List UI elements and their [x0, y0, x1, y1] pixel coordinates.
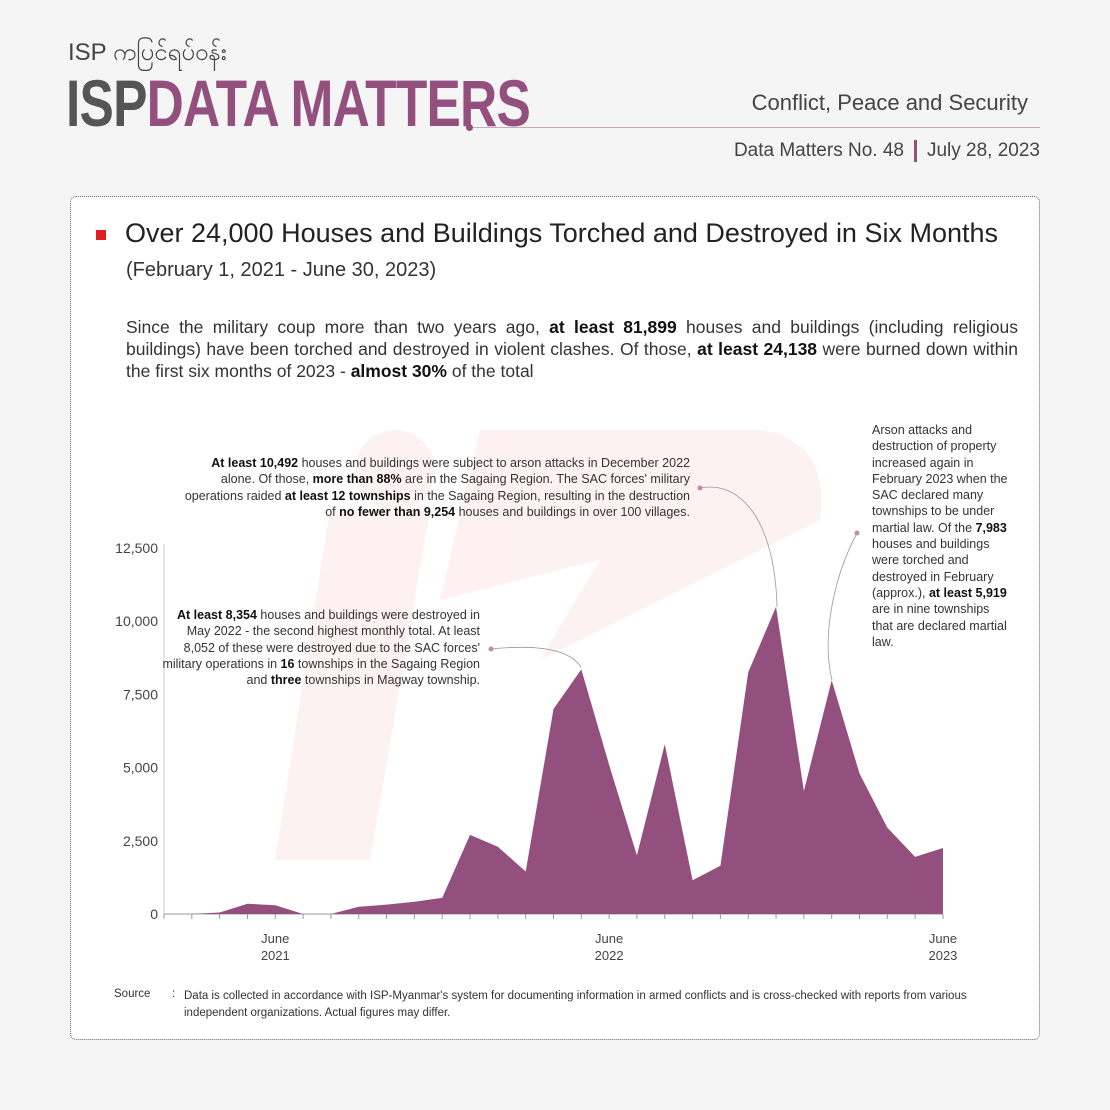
emphasis-text: at least 81,899	[549, 317, 677, 337]
callout-dot-feb2023	[854, 530, 860, 536]
text-segment: townships in Magway township.	[301, 673, 480, 688]
text-segment: houses and buildings were subject to ars…	[220, 456, 690, 487]
x-tick-label-month: June	[929, 931, 957, 946]
source-label: Source	[114, 988, 151, 1000]
header-dot	[466, 124, 473, 131]
y-tick-label: 5,000	[123, 760, 158, 776]
callout-dot-may2022	[488, 646, 494, 652]
text-segment: Since the military coup more than two ye…	[126, 317, 550, 337]
separator	[913, 140, 917, 162]
area-series	[164, 606, 943, 914]
emphasis-text: At least 10,492	[211, 456, 299, 470]
text-segment: houses and buildings were torched and de…	[872, 537, 994, 600]
title-bullet	[96, 230, 106, 240]
x-tick-label-year: 2023	[928, 948, 957, 963]
annotation-feb-2023: Arson attacks and destruction of propert…	[872, 422, 1012, 650]
isp-watermark	[275, 430, 822, 860]
emphasis-text: at least 12 townships	[284, 488, 411, 503]
callout-dot-dec2022	[697, 485, 703, 491]
text-segment: townships in the Sagaing Region and	[246, 656, 480, 688]
emphasis-text: At least 8,354	[177, 608, 257, 622]
x-tick-label-year: 2022	[595, 948, 624, 963]
brand-isp: ISP	[66, 66, 147, 140]
y-tick-label: 7,500	[123, 686, 158, 702]
callout-line-feb2023	[827, 532, 858, 681]
category-label: Conflict, Peace and Security	[751, 90, 1028, 115]
y-tick-label: 2,500	[123, 833, 158, 849]
x-tick-label-year: 2021	[261, 948, 290, 963]
annotation-dec-2022: At least 10,492 houses and buildings wer…	[180, 455, 690, 520]
source-text: Data is collected in accordance with ISP…	[184, 990, 967, 1019]
x-tick-label-month: June	[261, 931, 289, 946]
text-segment: Arson attacks and destruction of propert…	[872, 423, 1008, 535]
callout-line-dec2022	[699, 486, 778, 608]
chart-title: Over 24,000 Houses and Buildings Torched…	[125, 218, 999, 248]
header-rule	[470, 127, 1040, 128]
emphasis-text: three	[270, 673, 302, 688]
issue-info: Data Matters No. 48 July 28, 2023	[734, 140, 1040, 162]
issue-date: July 28, 2023	[926, 140, 1040, 161]
chart-subtitle: (February 1, 2021 - June 30, 2023)	[126, 259, 437, 281]
text-segment: are in the Sagaing Region. The SAC force…	[184, 472, 690, 503]
text-segment: houses and buildings were destroyed in M…	[162, 608, 480, 671]
y-tick-label: 12,500	[115, 540, 158, 556]
annotation-may-2022: At least 8,354 houses and buildings were…	[160, 607, 480, 688]
brand-subtitle: ISP ကပြင်ရပ်ဝန်း	[68, 39, 227, 66]
text-segment: houses and buildings in over 100 village…	[455, 504, 690, 519]
text-segment: are in nine townships that are declared …	[872, 602, 1007, 649]
emphasis-text: 16	[280, 656, 295, 671]
text-segment: were burned down within the first six mo…	[126, 339, 1018, 381]
text-segment: in the Sagaing Region, resulting in the …	[325, 488, 690, 519]
emphasis-text: almost 30%	[350, 361, 447, 381]
emphasis-text: at least 24,138	[697, 339, 818, 359]
y-tick-label: 10,000	[115, 613, 158, 629]
emphasis-text: no fewer than 9,254	[339, 504, 456, 519]
emphasis-text: 7,983	[975, 520, 1007, 535]
issue-number: Data Matters No. 48	[733, 140, 904, 161]
y-tick-label: 0	[150, 906, 158, 922]
x-tick-label-month: June	[595, 931, 623, 946]
emphasis-text: more than 88%	[312, 472, 402, 487]
text-segment: of the total	[446, 361, 534, 381]
emphasis-text: at least 5,919	[928, 585, 1007, 600]
callout-line-may2022	[490, 646, 582, 668]
source-colon: :	[172, 988, 176, 1000]
intro-paragraph: Since the military coup more than two ye…	[126, 316, 1018, 382]
text-segment: houses and buildings (including religiou…	[126, 317, 1019, 359]
